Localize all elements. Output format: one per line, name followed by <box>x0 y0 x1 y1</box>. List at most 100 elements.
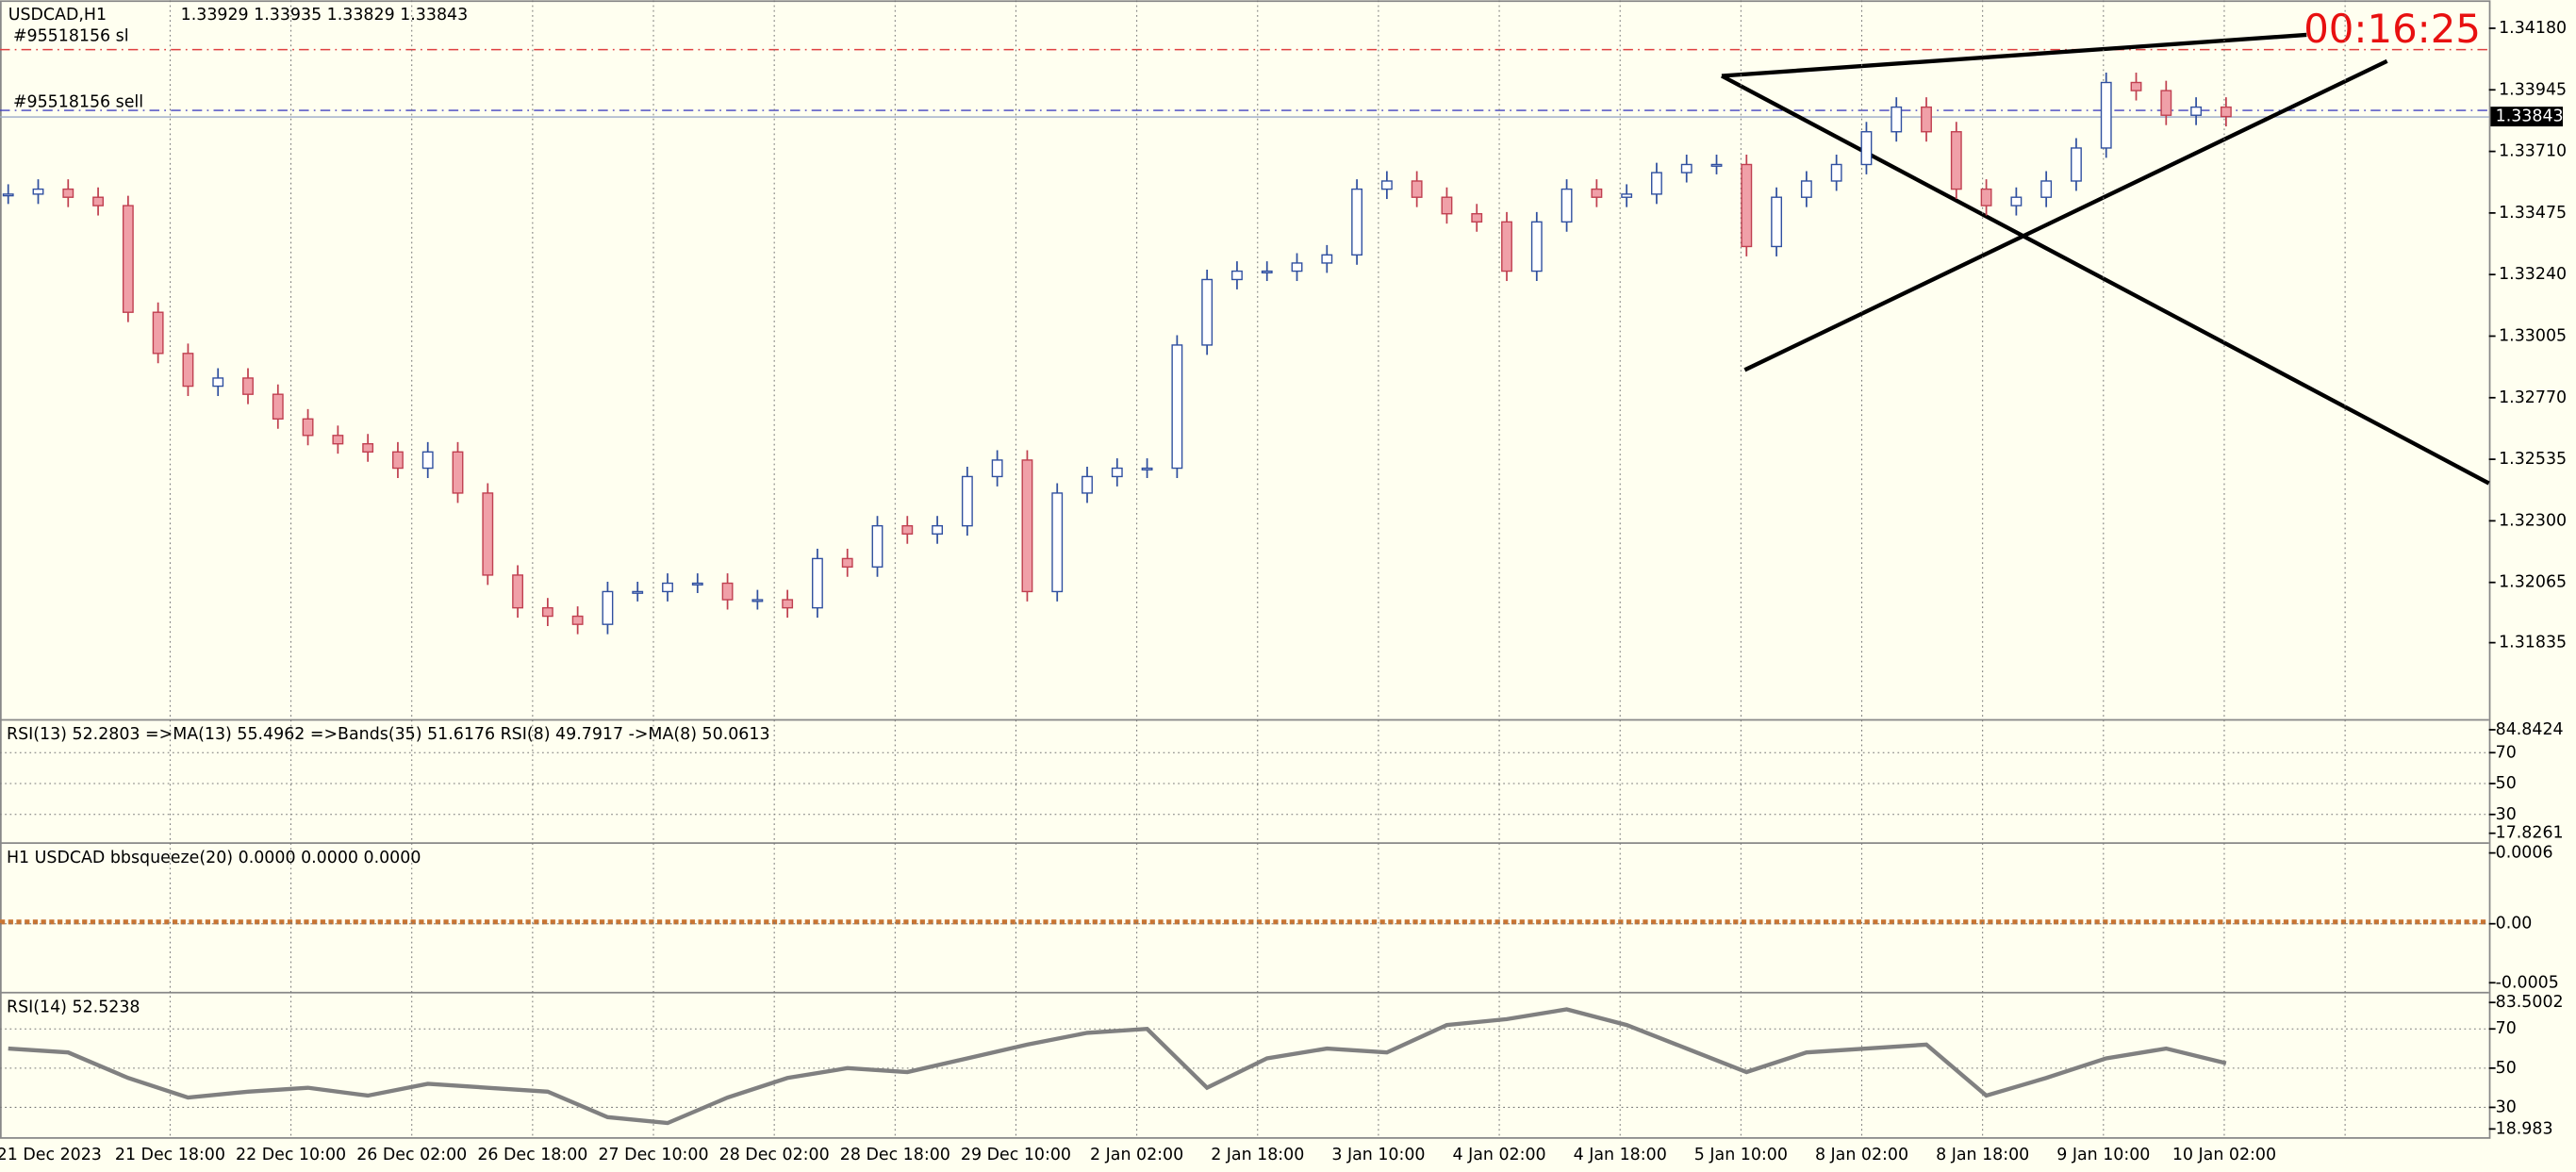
trend-line <box>1743 58 2388 372</box>
time-label: 5 Jan 10:00 <box>1694 1146 1788 1164</box>
candle-body <box>1291 262 1303 272</box>
candle-body <box>1530 221 1543 272</box>
candle-body <box>32 188 44 195</box>
candle-body <box>92 196 104 206</box>
candle-body <box>1141 467 1153 470</box>
candle-body <box>182 353 194 388</box>
time-label: 8 Jan 02:00 <box>1815 1146 1908 1164</box>
candle-body <box>1741 163 1753 248</box>
candle-body <box>1651 172 1662 195</box>
symbol: USDCAD,H1 <box>8 6 107 25</box>
time-label: 26 Dec 02:00 <box>356 1146 467 1164</box>
candle-body <box>2130 81 2142 91</box>
panel-tick-label: 83.5002 <box>2496 993 2564 1012</box>
panel-tick-label: 50 <box>2496 774 2517 793</box>
panel-tick-label: 18.983 <box>2496 1119 2553 1138</box>
timer: 00:16:25 <box>2304 6 2481 52</box>
candle-body <box>152 311 164 355</box>
candle-body <box>541 606 553 618</box>
candle-body <box>1231 270 1243 281</box>
price-label: 1.33475 <box>2499 204 2567 223</box>
candle-body <box>302 418 314 437</box>
panel-label: RSI(14) 52.5238 <box>7 998 140 1016</box>
candle-body <box>2220 106 2232 118</box>
candle-body <box>1591 188 1603 198</box>
time-label: 21 Dec 2023 <box>0 1146 102 1164</box>
time-label: 21 Dec 18:00 <box>115 1146 225 1164</box>
panel-tick-label: 30 <box>2496 805 2517 824</box>
candle-body <box>1800 180 1812 198</box>
candle-body <box>362 443 374 454</box>
candle-body <box>1351 188 1363 256</box>
price-label: 1.33005 <box>2499 326 2567 345</box>
candle-body <box>272 393 284 420</box>
candle-body <box>2100 81 2112 149</box>
candle-body <box>662 582 673 593</box>
panel-tick-label: 70 <box>2496 1019 2517 1038</box>
candle-body <box>62 188 74 198</box>
candle-body <box>2040 180 2053 198</box>
rsi-line <box>8 1007 2227 1126</box>
candle-body <box>421 451 434 470</box>
candle-body <box>482 492 494 576</box>
candle-body <box>751 599 764 603</box>
candle-body <box>1051 492 1064 593</box>
candle-body <box>571 615 584 625</box>
candle-body <box>841 557 853 568</box>
candle-body <box>812 557 823 609</box>
time-label: 4 Jan 18:00 <box>1574 1146 1667 1164</box>
candle-body <box>1201 278 1214 346</box>
order-label: #95518156 sell <box>13 92 143 111</box>
panel-label: RSI(13) 52.2803 =>MA(13) 55.4962 =>Bands… <box>7 725 770 744</box>
candle-body <box>2160 90 2172 116</box>
candle-body <box>1441 196 1453 215</box>
candle-body <box>691 582 703 586</box>
trend-lines <box>1720 32 2490 486</box>
candle-body <box>871 524 883 568</box>
candle-body <box>1980 188 1992 206</box>
price-label: 1.33945 <box>2499 80 2567 99</box>
candle-body <box>632 590 644 594</box>
candle-body <box>1891 106 1903 133</box>
candle-body <box>1380 180 1393 190</box>
candle-body <box>1261 270 1273 274</box>
candle-body <box>122 205 134 313</box>
time-label: 2 Jan 18:00 <box>1211 1146 1304 1164</box>
price-label: 1.31835 <box>2499 634 2567 652</box>
time-label: 22 Dec 10:00 <box>236 1146 346 1164</box>
panel-tick-label: 70 <box>2496 743 2517 762</box>
candle-body <box>452 451 464 494</box>
price-label: 1.32535 <box>2499 450 2567 469</box>
candle-body <box>512 574 523 609</box>
time-label: 27 Dec 10:00 <box>598 1146 708 1164</box>
candle-body <box>242 377 254 395</box>
candle-body <box>1710 163 1723 167</box>
price-label: 1.33710 <box>2499 142 2567 161</box>
price-label: 1.34180 <box>2499 19 2567 38</box>
time-label: 9 Jan 10:00 <box>2056 1146 2150 1164</box>
trend-line <box>1721 32 2307 78</box>
candle-body <box>1950 131 1962 190</box>
candle-body <box>1082 475 1093 494</box>
candle-body <box>1830 163 1842 182</box>
time-label: 28 Dec 18:00 <box>840 1146 950 1164</box>
current-price: 1.33843 <box>2496 107 2564 126</box>
time-label: 10 Jan 02:00 <box>2172 1146 2276 1164</box>
candle-body <box>991 459 1003 478</box>
price-label: 1.32300 <box>2499 511 2567 530</box>
candle-body <box>721 582 734 601</box>
time-label: 4 Jan 02:00 <box>1452 1146 1545 1164</box>
panel-tick-label: 0.00 <box>2496 915 2533 933</box>
candle-body <box>1471 213 1483 223</box>
panel-tick-label: 30 <box>2496 1098 2517 1116</box>
candle-body <box>2 193 14 197</box>
candle-body <box>961 475 973 527</box>
panel-tick-label: -0.0005 <box>2496 973 2559 992</box>
candle-body <box>1021 459 1033 593</box>
panel-label: H1 USDCAD bbsqueeze(20) 0.0000 0.0000 0.… <box>7 849 421 867</box>
panel-tick-label: 84.8424 <box>2496 720 2564 739</box>
candle-body <box>1921 106 1932 133</box>
candle-body <box>212 377 224 388</box>
